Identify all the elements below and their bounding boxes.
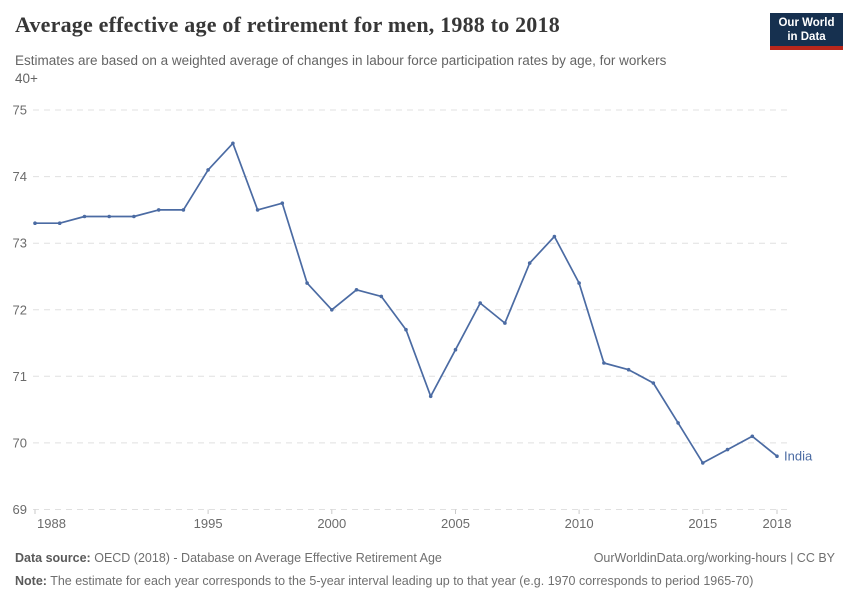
data-point[interactable]: [379, 294, 384, 299]
data-point[interactable]: [231, 141, 235, 146]
data-point[interactable]: [255, 208, 260, 212]
footer-row-note: Note: The estimate for each year corresp…: [15, 570, 835, 593]
y-axis-label: 72: [13, 302, 27, 317]
data-point[interactable]: [330, 308, 334, 312]
y-axis-label: 71: [13, 369, 27, 384]
x-axis-label: 2015: [688, 516, 717, 531]
series-line-india[interactable]: [34, 142, 778, 464]
data-point[interactable]: [626, 367, 631, 372]
data-point[interactable]: [577, 281, 581, 285]
x-axis-label: 2018: [763, 516, 792, 531]
data-point[interactable]: [354, 288, 359, 292]
data-point[interactable]: [676, 421, 680, 425]
line-chart-plot-area[interactable]: 69 70 71 72 73 74 75 1988 1995 2000 2005 2010 2015 20…: [0, 93, 850, 545]
data-point[interactable]: [280, 201, 285, 205]
y-axis-label: 75: [13, 103, 27, 118]
owid-logo[interactable]: Our World in Data: [770, 13, 843, 50]
owid-logo-line1: Our World: [778, 17, 835, 29]
data-point[interactable]: [57, 221, 62, 225]
y-axis-label: 74: [13, 169, 27, 184]
data-point[interactable]: [478, 301, 483, 305]
note-value: The estimate for each year corresponds t…: [50, 573, 754, 588]
note-label: Note:: [15, 573, 47, 588]
data-point[interactable]: [750, 434, 755, 439]
chart-title: Average effective age of retirement for …: [15, 12, 560, 37]
data-point[interactable]: [453, 347, 458, 352]
data-point[interactable]: [82, 214, 87, 219]
owid-url-link[interactable]: OurWorldinData.org/working-hours | CC BY: [593, 551, 835, 565]
data-point[interactable]: [428, 394, 433, 399]
data-point[interactable]: [33, 221, 37, 225]
datasource-text: Data source: OECD (2018) - Database on A…: [15, 547, 442, 570]
datasource-value: OECD (2018) - Database on Average Effect…: [94, 551, 442, 565]
data-point[interactable]: [552, 234, 557, 239]
data-point[interactable]: [701, 461, 705, 465]
y-axis-label: 70: [13, 435, 27, 450]
data-point[interactable]: [206, 168, 210, 172]
x-axis-label: 2000: [317, 516, 346, 531]
data-point[interactable]: [404, 327, 408, 332]
x-axis-label: 1988: [37, 516, 66, 531]
data-point[interactable]: [156, 208, 161, 212]
chart-subtitle: Estimates are based on a weighted averag…: [15, 53, 667, 87]
x-axis-label: 1995: [194, 516, 223, 531]
x-axis-label: 2005: [441, 516, 470, 531]
data-point[interactable]: [107, 214, 111, 219]
data-point[interactable]: [602, 361, 606, 365]
owid-logo-line2: in Data: [787, 31, 826, 44]
data-point[interactable]: [651, 381, 656, 385]
data-point[interactable]: [725, 447, 730, 452]
y-axis-label: 73: [13, 236, 27, 251]
datasource-label: Data source:: [15, 551, 91, 565]
data-point[interactable]: [527, 261, 532, 265]
data-point[interactable]: [305, 281, 309, 285]
entity-label-india[interactable]: India: [784, 449, 813, 464]
data-point[interactable]: [132, 214, 136, 219]
data-point[interactable]: [181, 208, 186, 212]
x-axis-label: 2010: [565, 516, 594, 531]
data-point[interactable]: [503, 321, 507, 325]
data-point[interactable]: [775, 454, 779, 459]
chart-footer: Data source: OECD (2018) - Database on A…: [15, 547, 835, 592]
y-axis-label: 69: [13, 502, 27, 517]
footer-row-datasource: Data source: OECD (2018) - Database on A…: [15, 547, 835, 570]
